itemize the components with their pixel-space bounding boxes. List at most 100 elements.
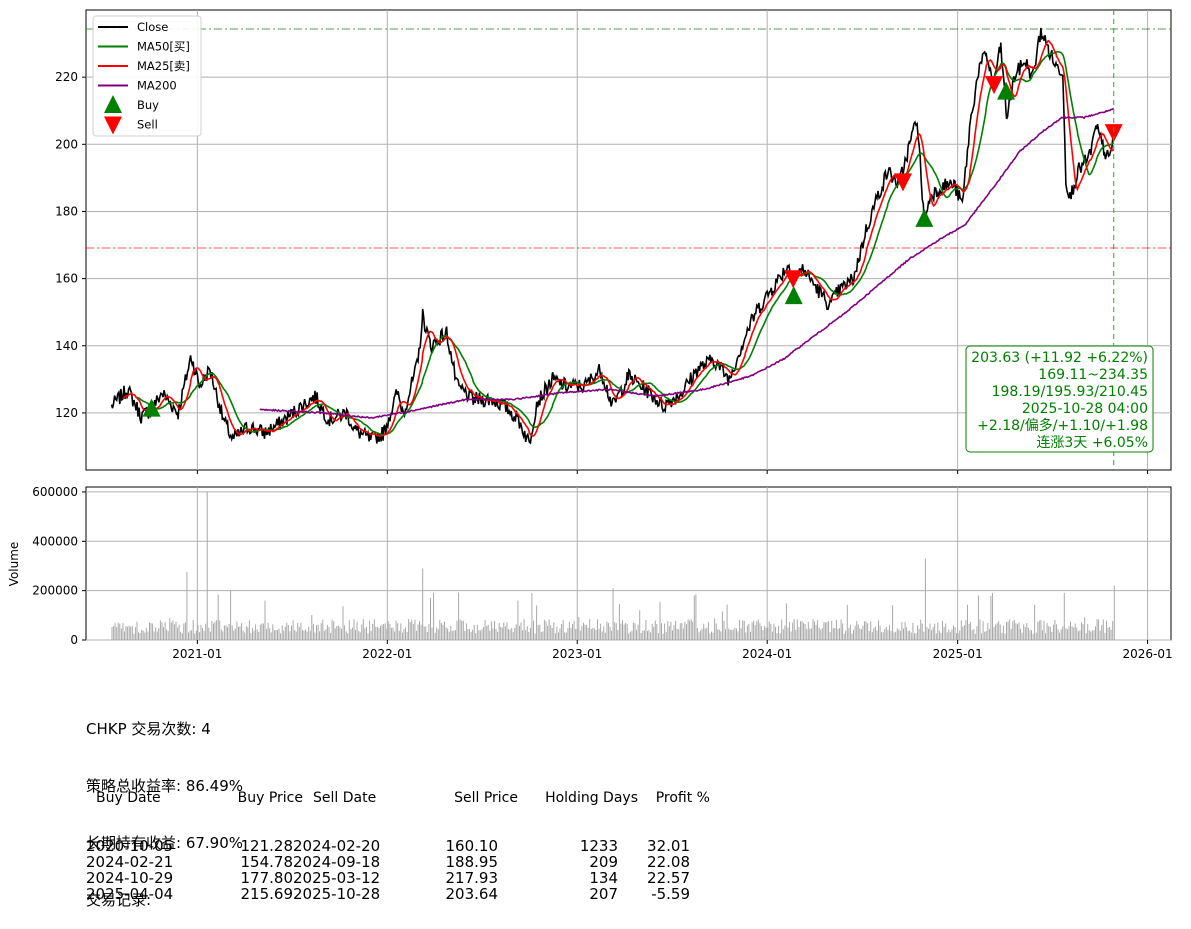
volume-bar <box>1046 623 1048 640</box>
table-row: 2024-02-21 154.78 2024-09-18 188.95 209 22.08 <box>86 854 710 870</box>
volume-bar <box>810 628 812 640</box>
volume-bar <box>150 623 152 640</box>
volume-bar <box>801 621 803 640</box>
volume-bar <box>167 631 169 640</box>
volume-bar <box>409 622 411 640</box>
volume-bar <box>231 625 233 640</box>
volume-bar <box>565 632 567 640</box>
volume-bar <box>216 620 218 640</box>
volume-bar <box>113 626 115 640</box>
volume-bar <box>890 630 892 640</box>
volume-bar <box>283 630 285 640</box>
volume-bar <box>1010 629 1012 640</box>
volume-bar <box>993 626 995 640</box>
volume-bar <box>114 622 116 640</box>
volume-bar <box>718 629 720 640</box>
volume-bar <box>220 629 222 640</box>
volume-bar <box>378 628 380 640</box>
buy-hold-return-line: 长期持有收益: 67.90% <box>86 834 244 852</box>
buy-marker <box>784 286 803 305</box>
volume-bar <box>234 628 236 640</box>
volume-bar <box>1018 622 1020 640</box>
volume-bar <box>661 623 662 640</box>
volume-bar <box>219 620 221 640</box>
volume-bar <box>495 628 497 640</box>
x-tick-label: 2026-01 <box>1123 647 1173 661</box>
volume-bar <box>1020 628 1022 640</box>
volume-bar <box>607 622 609 640</box>
volume-bar <box>1007 621 1009 640</box>
volume-bar <box>439 619 441 640</box>
volume-bar <box>554 633 556 640</box>
volume-bar <box>430 598 431 640</box>
volume-bar <box>247 627 249 640</box>
volume-bar <box>906 627 908 640</box>
volume-bar <box>186 572 188 640</box>
volume-bar <box>622 620 623 640</box>
volume-bar <box>628 633 630 640</box>
volume-bar <box>700 630 702 640</box>
volume-bar <box>153 631 155 640</box>
volume-bar <box>1048 626 1050 640</box>
volume-bar <box>322 619 324 640</box>
volume-bar <box>787 627 789 640</box>
volume-bar <box>355 630 356 640</box>
volume-bar <box>865 621 867 640</box>
volume-bar <box>899 630 901 640</box>
volume-bar <box>272 624 274 640</box>
volume-bar <box>745 632 747 640</box>
volume-bar <box>242 630 244 640</box>
sell-marker <box>784 270 803 289</box>
volume-bar <box>1027 627 1029 640</box>
volume-bar <box>840 619 842 640</box>
volume-bar <box>932 627 934 640</box>
volume-bar <box>156 631 158 640</box>
ma50-legend-label: MA50[买] <box>137 40 190 54</box>
volume-bar <box>754 625 756 640</box>
volume-bar <box>428 624 430 640</box>
volume-bar <box>501 627 503 640</box>
x-tick-label: 2023-01 <box>552 647 602 661</box>
volume-bar <box>228 624 230 640</box>
volume-bar <box>901 622 903 640</box>
volume-bar <box>595 630 597 640</box>
volume-bar <box>390 627 392 640</box>
volume-bar <box>690 619 692 640</box>
table-cell: 177.80 <box>240 869 294 887</box>
volume-bar <box>394 631 396 640</box>
volume-bar <box>494 621 495 640</box>
volume-bar <box>965 620 967 640</box>
trades-header: Buy Date Buy Price Sell Date Sell Price Hold… <box>86 790 710 806</box>
volume-bar <box>144 632 146 640</box>
volume-bar <box>837 628 839 640</box>
volume-bar <box>141 629 143 640</box>
volume-bar <box>956 633 958 640</box>
volume-bar <box>909 630 911 640</box>
volume-bar <box>158 628 160 640</box>
volume-bar <box>387 621 389 640</box>
volume-bar <box>483 626 485 640</box>
volume-bar <box>397 623 399 640</box>
volume-bar <box>682 628 684 640</box>
volume-bar <box>1057 629 1059 640</box>
volume-bar <box>173 624 175 640</box>
volume-bar <box>547 625 549 640</box>
volume-bar <box>189 630 191 640</box>
volume-bar <box>537 625 539 640</box>
volume-bar <box>398 630 400 640</box>
volume-bar <box>1051 631 1053 640</box>
volume-bar <box>670 621 672 640</box>
volume-bar <box>606 621 608 640</box>
volume-bar <box>668 626 670 640</box>
volume-bar <box>871 631 873 640</box>
volume-bar <box>528 631 530 640</box>
volume-bar <box>681 622 683 640</box>
volume-bar <box>625 623 627 640</box>
volume-bar <box>526 626 528 640</box>
table-cell: 188.95 <box>445 853 499 871</box>
y-tick-label: 600000 <box>32 485 78 499</box>
volume-bar <box>856 621 858 640</box>
volume-bar <box>935 633 937 640</box>
volume-bar <box>634 623 636 640</box>
volume-bar <box>209 631 211 640</box>
